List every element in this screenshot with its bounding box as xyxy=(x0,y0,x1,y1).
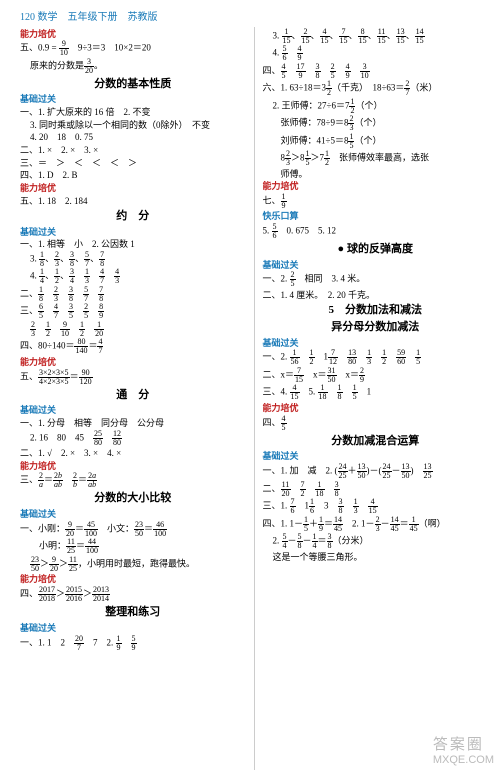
page-header: 120 数学 五年级下册 苏教版 xyxy=(0,0,500,27)
text-line: 七、19 xyxy=(263,193,489,210)
text-line: 四、45 xyxy=(263,415,489,432)
text-line: 原来的分数是320。 xyxy=(20,58,246,75)
text-line: 二、1120 72 118 38 xyxy=(263,481,489,498)
text-line: 一、1. 加 减 2. (2425＋1350)－(2425－1350) 1325 xyxy=(263,463,489,480)
text-line: 四、1. D 2. B xyxy=(20,169,246,181)
right-column: 3. 115、215、415、715、815、1115、1315、1415 4.… xyxy=(254,27,489,770)
text-line: 23 12 910 12 120 xyxy=(20,321,246,338)
text-line: 师傅。 xyxy=(263,168,489,180)
section-basic: 基础过关 xyxy=(20,226,246,238)
text-line: 二、1. 4 厘米。 2. 20 千克。 xyxy=(263,289,489,301)
text-line: 三、4. 415 5. 118 18 15 1 xyxy=(263,384,489,401)
heading: 分数的基本性质 xyxy=(20,77,246,92)
text-line: 五、0.9 = 910 9÷3＝3 10×2＝20 xyxy=(20,40,246,57)
text-line: 三、＝ ＞ ＜ ＜ ＜ ＞ xyxy=(20,157,246,169)
section-ability: 能力培优 xyxy=(20,182,246,194)
heading: 分数的大小比较 xyxy=(20,491,246,506)
text-line: 3. 同时乘或除以一个相同的数（0除外） 不变 xyxy=(20,119,246,131)
text-line: 一、1. 扩大原来的 16 倍 2. 不变 xyxy=(20,106,246,118)
text-line: 3. 115、215、415、715、815、1115、1315、1415 xyxy=(263,28,489,45)
heading: 异分母分数加减法 xyxy=(263,320,489,335)
text-line: 五、1. 18 2. 184 xyxy=(20,195,246,207)
section-quick: 快乐口算 xyxy=(263,210,489,222)
text-line: 4. 56 49 xyxy=(263,45,489,62)
section-ability: 能力培优 xyxy=(20,356,246,368)
text-line: 四、45 179 38 25 49 310 xyxy=(263,63,489,80)
text-line: 四、1. 1－15＋19＝1445 2. 1－23－1445＝145（啊） xyxy=(263,516,489,533)
text-line: 这是一个等腰三角形。 xyxy=(263,551,489,563)
text-line: 2. 54－58－14＝38（分米） xyxy=(263,533,489,550)
section-ability: 能力培优 xyxy=(20,460,246,472)
heading: 分数加减混合运算 xyxy=(263,434,489,449)
text-line: 一、2. 25 相同 3. 4 米。 xyxy=(263,271,489,288)
section-ability: 能力培优 xyxy=(20,573,246,585)
text-line: 2. 16 80 45 2580 1280 xyxy=(20,430,246,447)
text-line: 一、1. 分母 相等 同分母 公分母 xyxy=(20,417,246,429)
section-basic: 基础过关 xyxy=(20,622,246,634)
text-line: 二、1. × 2. × 3. × xyxy=(20,144,246,156)
section-basic: 基础过关 xyxy=(20,404,246,416)
text-line: 小明：1125＝44100 xyxy=(20,538,246,555)
section-ability: 能力培优 xyxy=(20,28,246,40)
left-column: 能力培优 五、0.9 = 910 9÷3＝3 10×2＝20 原来的分数是320… xyxy=(20,27,254,770)
text-line: 三、1. 76 116 3 38 13 415 xyxy=(263,498,489,515)
text-line: 四、80÷140＝80140＝47 xyxy=(20,338,246,355)
section-basic: 基础过关 xyxy=(263,450,489,462)
text-line: 二、x＝715 x＝3150 x＝29 xyxy=(263,367,489,384)
text-line: 5. 56 0. 675 5. 12 xyxy=(263,223,489,240)
heading: 5 分数加法和减法 xyxy=(263,303,489,318)
text-line: 一、小刚：920＝45100 小文：2350＝46100 xyxy=(20,521,246,538)
text-line: 4. 20 18 0. 75 xyxy=(20,131,246,143)
text-line: 4. 14、12、34 13 47 43 xyxy=(20,268,246,285)
section-basic: 基础过关 xyxy=(263,259,489,271)
text-line: 2350＞920＞1125，小明用时最短，跑得最快。 xyxy=(20,556,246,573)
heading: ● 球的反弹高度 xyxy=(263,242,489,257)
section-ability: 能力培优 xyxy=(263,180,489,192)
text-line: 刘师傅：41÷5＝815（个） xyxy=(263,133,489,150)
heading: 整理和练习 xyxy=(20,605,246,620)
section-basic: 基础过关 xyxy=(263,337,489,349)
text-line: 五、3×2×3×54×2×3×5＝90120 xyxy=(20,369,246,386)
text-line: 六、1. 63÷18＝312（千克） 18÷63＝27（米） xyxy=(263,80,489,97)
text-line: 二、1. √ 2. × 3. × 4. × xyxy=(20,447,246,459)
text-line: 四、20172018＞20152016＞20132014 xyxy=(20,586,246,603)
text-line: 一、1. 相等 小 2. 公因数 1 xyxy=(20,238,246,250)
text-line: 三、65 47 35 25 89 xyxy=(20,303,246,320)
text-line: 三、2a＝2bab 2b＝2aab xyxy=(20,472,246,489)
section-ability: 能力培优 xyxy=(263,402,489,414)
text-line: 一、1. 1 2 207 7 2. 19 59 xyxy=(20,635,246,652)
section-basic: 基础过关 xyxy=(20,508,246,520)
section-basic: 基础过关 xyxy=(20,93,246,105)
text-line: 3. 18、23、38、57、78 xyxy=(20,251,246,268)
text-line: 张师傅：78÷9＝823（个） xyxy=(263,115,489,132)
text-line: 2. 王师傅：27÷6＝712（个） xyxy=(263,98,489,115)
text-line: 823＞815＞712 张师傅效率最高，选张 xyxy=(263,150,489,167)
heading: 约 分 xyxy=(20,209,246,224)
watermark: 答案圈 MXQE.COM xyxy=(433,733,494,766)
heading: 通 分 xyxy=(20,388,246,403)
page-num: 120 xyxy=(20,12,35,23)
text-line: 一、2. 156 12 1712 1380 13 12 5960 15 xyxy=(263,349,489,366)
text-line: 二、18 23 38 57 78 xyxy=(20,286,246,303)
